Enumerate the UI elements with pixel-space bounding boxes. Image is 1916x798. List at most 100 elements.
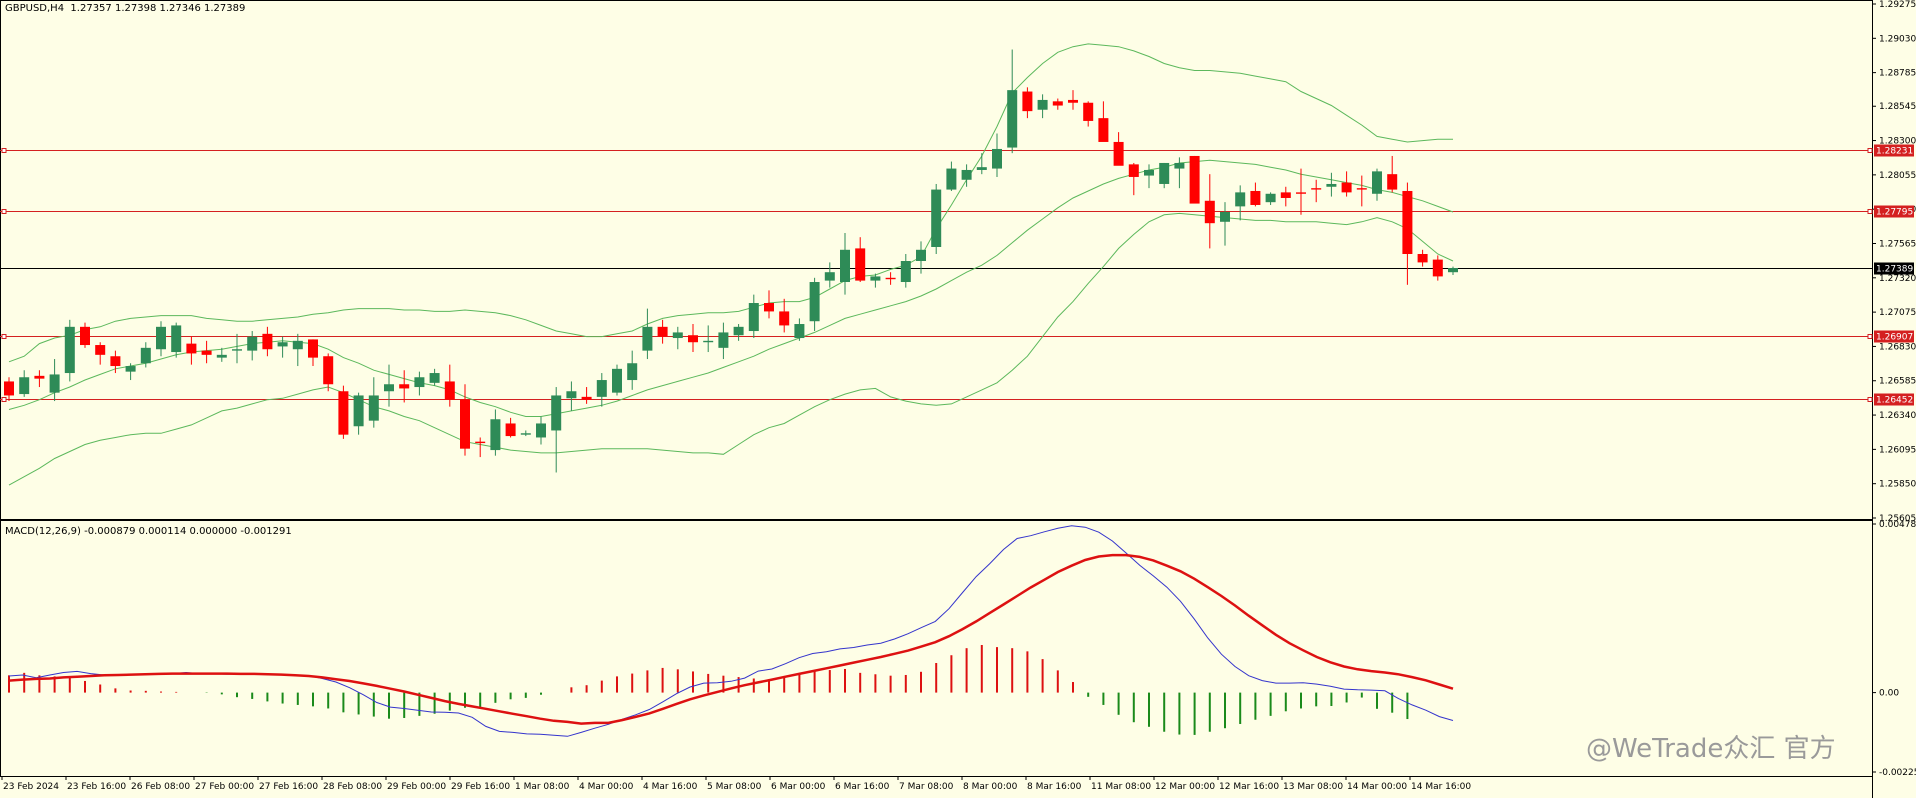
candle-body[interactable]	[64, 326, 75, 374]
candle-body[interactable]	[703, 340, 714, 343]
candle-body[interactable]	[779, 311, 790, 326]
candle-body[interactable]	[1144, 169, 1154, 176]
candle-body[interactable]	[171, 325, 182, 353]
candle-body[interactable]	[338, 391, 349, 435]
candle-body[interactable]	[1052, 101, 1063, 106]
candle-body[interactable]	[870, 276, 881, 281]
candle-body[interactable]	[1402, 190, 1413, 254]
candle-body[interactable]	[1159, 162, 1170, 184]
candle-body[interactable]	[34, 375, 45, 379]
candle-body[interactable]	[961, 169, 972, 180]
candle-body[interactable]	[976, 167, 987, 170]
candle-body[interactable]	[733, 326, 744, 336]
candle-body[interactable]	[353, 395, 364, 427]
candle-body[interactable]	[900, 261, 911, 283]
candle-body[interactable]	[156, 326, 166, 350]
candle-body[interactable]	[1311, 188, 1322, 190]
candle-body[interactable]	[460, 399, 470, 449]
level-anchor-handle[interactable]	[1, 397, 7, 402]
candle-body[interactable]	[95, 345, 106, 355]
candle-body[interactable]	[536, 423, 546, 438]
candle-body[interactable]	[475, 441, 486, 444]
candle-body[interactable]	[1083, 102, 1094, 121]
candle-body[interactable]	[718, 332, 729, 348]
candle-body[interactable]	[323, 356, 334, 385]
candle-body[interactable]	[748, 303, 759, 332]
candle-body[interactable]	[1128, 164, 1139, 177]
candle-body[interactable]	[1022, 91, 1033, 112]
candle-body[interactable]	[596, 380, 607, 397]
candle-body[interactable]	[840, 249, 850, 283]
level-anchor-handle[interactable]	[1867, 209, 1873, 214]
candle-body[interactable]	[1098, 118, 1109, 142]
candle-body[interactable]	[277, 342, 288, 347]
candle-body[interactable]	[1448, 268, 1458, 273]
candle-body[interactable]	[1280, 192, 1291, 198]
candle-body[interactable]	[672, 332, 683, 339]
candle-body[interactable]	[764, 303, 774, 312]
candle-body[interactable]	[1372, 171, 1382, 194]
candle-body[interactable]	[262, 333, 273, 350]
candle-body[interactable]	[1265, 193, 1276, 203]
candle-body[interactable]	[505, 423, 516, 437]
candle-body[interactable]	[429, 373, 440, 383]
candle-body[interactable]	[855, 248, 866, 281]
level-anchor-handle[interactable]	[1867, 397, 1873, 402]
candle-body[interactable]	[125, 366, 136, 372]
candle-body[interactable]	[1068, 99, 1078, 103]
level-anchor-handle[interactable]	[1867, 334, 1873, 339]
level-anchor-handle[interactable]	[1, 334, 7, 339]
candle-body[interactable]	[794, 324, 805, 339]
candle-body[interactable]	[1250, 190, 1261, 205]
candle-body[interactable]	[1326, 183, 1337, 187]
candle-body[interactable]	[520, 433, 531, 435]
candle-body[interactable]	[1296, 192, 1306, 194]
candle-body[interactable]	[916, 249, 926, 261]
candle-body[interactable]	[627, 363, 638, 381]
candle-body[interactable]	[1417, 253, 1428, 263]
candle-body[interactable]	[612, 368, 622, 393]
candle-body[interactable]	[1174, 162, 1185, 169]
candle-body[interactable]	[1113, 141, 1124, 166]
candle-body[interactable]	[657, 326, 668, 337]
candle-body[interactable]	[1432, 259, 1443, 277]
candle-body[interactable]	[368, 395, 379, 421]
level-anchor-handle[interactable]	[1, 209, 7, 214]
candle-body[interactable]	[642, 326, 653, 351]
level-anchor-handle[interactable]	[1, 148, 7, 153]
candle-body[interactable]	[931, 189, 942, 247]
candle-body[interactable]	[216, 354, 227, 358]
candle-body[interactable]	[992, 148, 1002, 169]
candle-body[interactable]	[80, 326, 90, 346]
candle-body[interactable]	[232, 349, 242, 351]
candle-body[interactable]	[809, 282, 820, 322]
candle-body[interactable]	[581, 396, 592, 400]
candle-body[interactable]	[292, 340, 303, 350]
candle-body[interactable]	[551, 395, 562, 431]
candle-body[interactable]	[19, 377, 30, 395]
candle-body[interactable]	[414, 377, 425, 388]
candle-body[interactable]	[308, 339, 318, 358]
candle-body[interactable]	[1220, 211, 1230, 222]
level-anchor-handle[interactable]	[1867, 148, 1873, 153]
candle-body[interactable]	[444, 381, 455, 400]
candle-body[interactable]	[399, 384, 410, 389]
candle-body[interactable]	[4, 381, 14, 396]
candle-body[interactable]	[1341, 182, 1352, 193]
candle-body[interactable]	[885, 277, 896, 280]
candle-body[interactable]	[490, 419, 501, 451]
candle-body[interactable]	[186, 343, 197, 354]
candle-body[interactable]	[1235, 192, 1246, 207]
candle-body[interactable]	[201, 350, 212, 355]
candle-body[interactable]	[49, 374, 60, 393]
candle-body[interactable]	[110, 356, 121, 367]
candle-body[interactable]	[566, 391, 577, 399]
candle-body[interactable]	[688, 335, 698, 343]
candle-body[interactable]	[824, 272, 835, 281]
candle-body[interactable]	[247, 336, 258, 351]
candle-body[interactable]	[1356, 188, 1367, 190]
candle-body[interactable]	[1007, 90, 1018, 148]
candle-body[interactable]	[384, 384, 394, 392]
